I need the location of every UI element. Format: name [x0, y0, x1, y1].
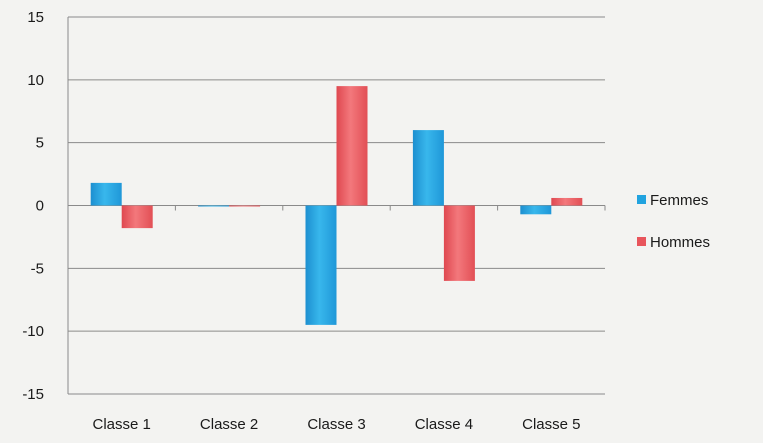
y-tick-label: 0 [36, 198, 44, 215]
bar-femmes-classe-4 [412, 130, 444, 206]
x-tick-label: Classe 4 [415, 416, 473, 433]
x-tick-label: Classe 3 [307, 416, 365, 433]
y-tick-label: -15 [22, 386, 44, 403]
y-tick-labels: 15 10 5 0 -5 -10 -15 [22, 9, 44, 403]
y-tick-label: 15 [27, 9, 44, 26]
bar-femmes-classe-1 [90, 182, 122, 206]
y-tick-label: -5 [31, 260, 44, 277]
bar-hommes-classe-2 [229, 205, 261, 207]
x-tick-label: Classe 1 [93, 416, 151, 433]
y-tick-label: 5 [36, 135, 44, 152]
bar-femmes-classe-5 [520, 205, 552, 215]
legend-label-femmes: Femmes [650, 192, 708, 209]
y-tick-label: -10 [22, 323, 44, 340]
x-tick-labels: Classe 1 Classe 2 Classe 3 Classe 4 Classe 5 [93, 416, 581, 433]
bar-femmes-classe-3 [305, 205, 337, 325]
bar-hommes-classe-5 [551, 197, 583, 206]
bar-hommes-classe-1 [121, 205, 153, 229]
x-tick-label: Classe 2 [200, 416, 258, 433]
bar-hommes-classe-3 [336, 86, 368, 206]
legend-swatch-hommes [637, 237, 646, 246]
legend: Femmes Hommes [637, 192, 710, 251]
legend-swatch-femmes [637, 195, 646, 204]
legend-label-hommes: Hommes [650, 234, 710, 251]
bar-femmes-classe-2 [198, 205, 230, 207]
x-tick-label: Classe 5 [522, 416, 580, 433]
bars [90, 86, 583, 325]
y-tick-label: 10 [27, 72, 44, 89]
bar-hommes-classe-4 [443, 205, 475, 281]
